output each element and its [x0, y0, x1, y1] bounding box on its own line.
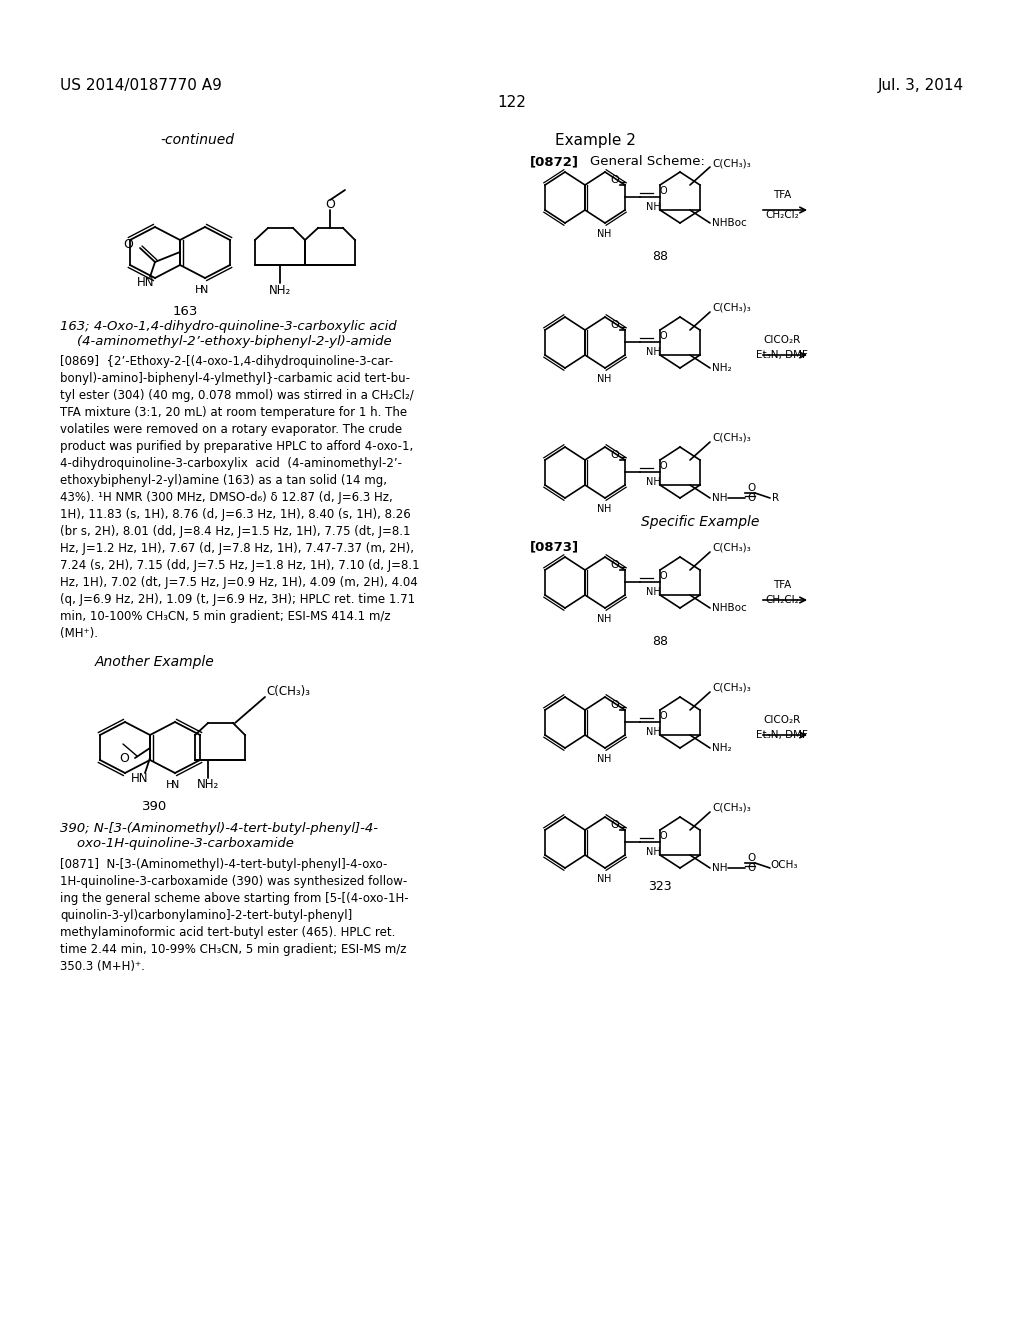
Text: [0871]  N-[3-(Aminomethyl)-4-tert-butyl-phenyl]-4-oxo-
1H-quinoline-3-carboxamid: [0871] N-[3-(Aminomethyl)-4-tert-butyl-p… [60, 858, 409, 973]
Text: NH: NH [712, 492, 727, 503]
Text: NH₂: NH₂ [269, 284, 291, 297]
Text: O: O [660, 331, 668, 341]
Text: O: O [325, 198, 335, 211]
Text: C(CH₃)₃: C(CH₃)₃ [712, 682, 751, 693]
Text: O: O [660, 711, 668, 721]
Text: Et₃N, DMF: Et₃N, DMF [756, 730, 808, 741]
Text: C(CH₃)₃: C(CH₃)₃ [712, 158, 751, 168]
Text: NH: NH [645, 347, 660, 356]
Text: NHBoc: NHBoc [712, 218, 746, 228]
Text: H: H [166, 780, 174, 789]
Text: Jul. 3, 2014: Jul. 3, 2014 [878, 78, 964, 92]
Text: H: H [604, 874, 611, 884]
Text: 163: 163 [172, 305, 198, 318]
Text: O: O [660, 186, 668, 195]
Text: N: N [171, 780, 179, 789]
Text: O: O [123, 238, 133, 251]
Text: 163; 4-Oxo-1,4-dihydro-quinoline-3-carboxylic acid: 163; 4-Oxo-1,4-dihydro-quinoline-3-carbo… [60, 319, 396, 333]
Text: NH: NH [712, 863, 727, 873]
Text: C(CH₃)₃: C(CH₃)₃ [266, 685, 310, 698]
Text: NH₂: NH₂ [712, 363, 731, 374]
Text: NH: NH [645, 477, 660, 487]
Text: O: O [610, 700, 620, 710]
Text: O: O [610, 319, 620, 330]
Text: 88: 88 [652, 635, 668, 648]
Text: ClCO₂R: ClCO₂R [763, 335, 801, 345]
Text: N: N [597, 614, 605, 624]
Text: NH: NH [645, 587, 660, 597]
Text: O: O [660, 461, 668, 471]
Text: O: O [610, 450, 620, 459]
Text: NH₂: NH₂ [197, 779, 219, 792]
Text: O: O [746, 863, 756, 873]
Text: R: R [772, 492, 779, 503]
Text: NH₂: NH₂ [712, 743, 731, 752]
Text: [0872]: [0872] [530, 154, 579, 168]
Text: H: H [604, 374, 611, 384]
Text: H: H [195, 285, 203, 294]
Text: O: O [660, 572, 668, 581]
Text: NH: NH [645, 847, 660, 857]
Text: Et₃N, DMF: Et₃N, DMF [756, 350, 808, 360]
Text: N: N [597, 228, 605, 239]
Text: N: N [597, 754, 605, 764]
Text: [0869]  {2’-Ethoxy-2-[(4-oxo-1,4-dihydroquinoline-3-car-
bonyl)-amino]-biphenyl-: [0869] {2’-Ethoxy-2-[(4-oxo-1,4-dihydroq… [60, 355, 420, 640]
Text: N: N [200, 285, 208, 294]
Text: CH₂Cl₂: CH₂Cl₂ [765, 595, 799, 605]
Text: HN: HN [137, 276, 155, 289]
Text: C(CH₃)₃: C(CH₃)₃ [712, 304, 751, 313]
Text: -continued: -continued [160, 133, 234, 147]
Text: [0873]: [0873] [530, 540, 580, 553]
Text: CH₂Cl₂: CH₂Cl₂ [765, 210, 799, 220]
Text: General Scheme:: General Scheme: [590, 154, 705, 168]
Text: O: O [660, 832, 668, 841]
Text: O: O [119, 751, 129, 764]
Text: oxo-1H-quinoline-3-carboxamide: oxo-1H-quinoline-3-carboxamide [60, 837, 294, 850]
Text: O: O [610, 820, 620, 830]
Text: N: N [597, 374, 605, 384]
Text: H: H [604, 504, 611, 513]
Text: Another Example: Another Example [95, 655, 215, 669]
Text: C(CH₃)₃: C(CH₃)₃ [712, 543, 751, 553]
Text: O: O [610, 560, 620, 570]
Text: US 2014/0187770 A9: US 2014/0187770 A9 [60, 78, 222, 92]
Text: TFA: TFA [773, 579, 792, 590]
Text: Specific Example: Specific Example [641, 515, 759, 529]
Text: H: H [604, 228, 611, 239]
Text: NHBoc: NHBoc [712, 603, 746, 612]
Text: H: H [604, 614, 611, 624]
Text: 390: 390 [142, 800, 168, 813]
Text: C(CH₃)₃: C(CH₃)₃ [712, 433, 751, 444]
Text: 88: 88 [652, 249, 668, 263]
Text: 122: 122 [498, 95, 526, 110]
Text: Example 2: Example 2 [555, 133, 636, 148]
Text: HN: HN [131, 771, 148, 784]
Text: O: O [746, 483, 756, 492]
Text: N: N [597, 504, 605, 513]
Text: (4-aminomethyl-2’-ethoxy-biphenyl-2-yl)-amide: (4-aminomethyl-2’-ethoxy-biphenyl-2-yl)-… [60, 335, 391, 348]
Text: 323: 323 [648, 880, 672, 894]
Text: H: H [604, 754, 611, 764]
Text: O: O [746, 492, 756, 503]
Text: NH: NH [645, 727, 660, 737]
Text: C(CH₃)₃: C(CH₃)₃ [712, 803, 751, 813]
Text: ClCO₂R: ClCO₂R [763, 715, 801, 725]
Text: TFA: TFA [773, 190, 792, 201]
Text: O: O [610, 176, 620, 185]
Text: OCH₃: OCH₃ [770, 861, 798, 870]
Text: NH: NH [645, 202, 660, 213]
Text: N: N [597, 874, 605, 884]
Text: O: O [746, 853, 756, 863]
Text: 390; N-[3-(Aminomethyl)-4-tert-butyl-phenyl]-4-: 390; N-[3-(Aminomethyl)-4-tert-butyl-phe… [60, 822, 378, 836]
